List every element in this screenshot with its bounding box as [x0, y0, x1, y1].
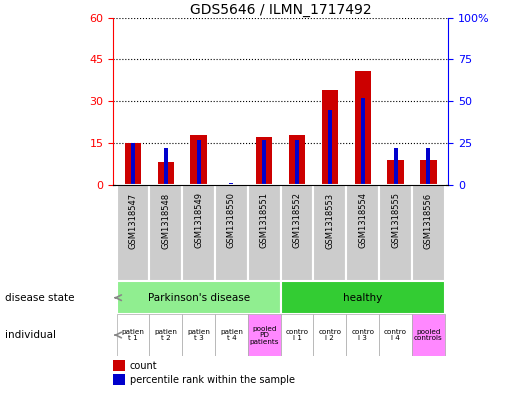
Bar — [281, 281, 445, 314]
Bar — [379, 185, 412, 281]
Text: patien
t 4: patien t 4 — [220, 329, 243, 341]
Text: disease state: disease state — [5, 293, 75, 303]
Bar — [379, 314, 412, 356]
Bar — [116, 314, 149, 356]
Text: healthy: healthy — [343, 293, 382, 303]
Text: contro
l 4: contro l 4 — [384, 329, 407, 341]
Bar — [125, 143, 141, 185]
Text: count: count — [130, 361, 158, 371]
Bar — [215, 314, 248, 356]
Bar — [328, 110, 332, 185]
Bar — [393, 148, 398, 185]
Text: GSM1318552: GSM1318552 — [293, 193, 302, 248]
Text: GSM1318554: GSM1318554 — [358, 193, 367, 248]
Bar — [360, 98, 365, 185]
Bar — [346, 185, 379, 281]
Bar — [182, 185, 215, 281]
Bar — [281, 185, 314, 281]
Title: GDS5646 / ILMN_1717492: GDS5646 / ILMN_1717492 — [190, 3, 371, 17]
Text: contro
l 2: contro l 2 — [318, 329, 341, 341]
Bar — [262, 140, 266, 185]
Text: GSM1318551: GSM1318551 — [260, 193, 269, 248]
Text: contro
l 1: contro l 1 — [286, 329, 308, 341]
Bar — [182, 314, 215, 356]
Bar — [412, 185, 445, 281]
Bar — [149, 314, 182, 356]
Bar — [197, 140, 201, 185]
Bar — [426, 148, 431, 185]
Bar — [256, 138, 272, 185]
Text: GSM1318550: GSM1318550 — [227, 193, 236, 248]
Bar — [281, 314, 314, 356]
Bar — [116, 281, 281, 314]
Text: GSM1318547: GSM1318547 — [128, 193, 138, 248]
Text: patien
t 2: patien t 2 — [154, 329, 177, 341]
Bar — [248, 314, 281, 356]
Bar — [230, 183, 233, 185]
Text: patien
t 3: patien t 3 — [187, 329, 210, 341]
Text: GSM1318555: GSM1318555 — [391, 193, 400, 248]
Text: GSM1318553: GSM1318553 — [325, 193, 334, 248]
Text: percentile rank within the sample: percentile rank within the sample — [130, 375, 295, 385]
Bar — [322, 90, 338, 185]
Text: patien
t 1: patien t 1 — [122, 329, 144, 341]
Text: pooled
PD
patients: pooled PD patients — [249, 325, 279, 345]
Text: GSM1318556: GSM1318556 — [424, 193, 433, 248]
Text: individual: individual — [5, 330, 56, 340]
Bar — [420, 160, 437, 185]
Bar — [354, 71, 371, 185]
Bar — [346, 314, 379, 356]
Bar — [295, 140, 299, 185]
Text: GSM1318548: GSM1318548 — [161, 193, 170, 248]
Bar — [164, 148, 168, 185]
Bar — [158, 162, 174, 185]
Text: contro
l 3: contro l 3 — [351, 329, 374, 341]
Bar — [289, 134, 305, 185]
Text: GSM1318549: GSM1318549 — [194, 193, 203, 248]
Bar — [191, 134, 207, 185]
Bar — [314, 314, 346, 356]
Text: Parkinson's disease: Parkinson's disease — [148, 293, 250, 303]
Bar — [314, 185, 346, 281]
Bar — [131, 143, 135, 185]
Text: pooled
controls: pooled controls — [414, 329, 443, 341]
Bar — [387, 160, 404, 185]
Bar — [215, 185, 248, 281]
Bar — [248, 185, 281, 281]
Bar — [412, 314, 445, 356]
Bar — [116, 185, 149, 281]
Bar — [149, 185, 182, 281]
